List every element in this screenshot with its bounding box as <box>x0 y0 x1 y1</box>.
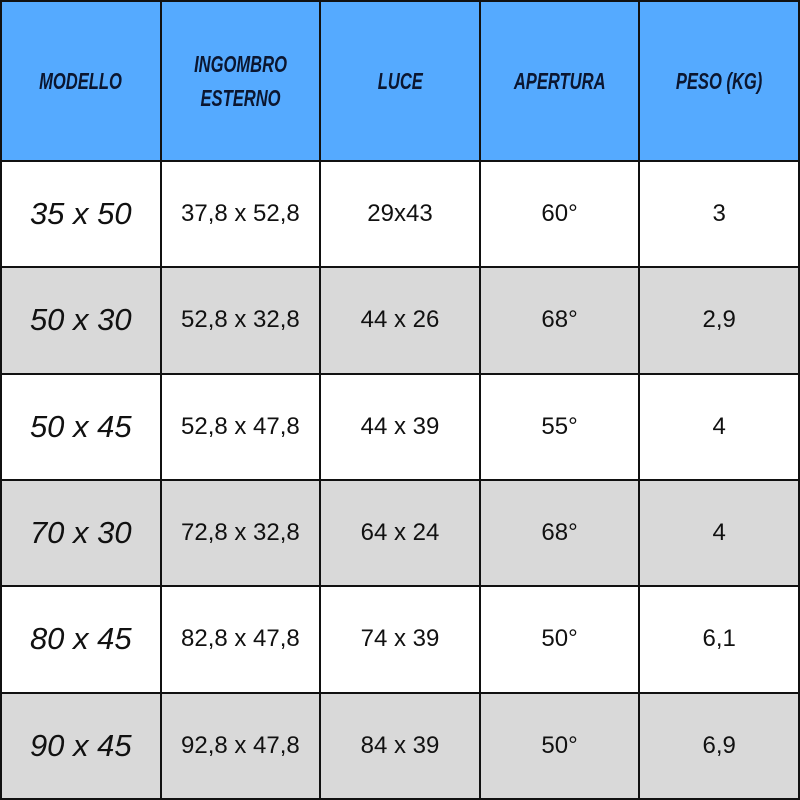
cell-luce: 29x43 <box>319 159 481 269</box>
cell-ingombro-esterno: 82,8 x 47,8 <box>159 585 322 694</box>
table-row: 70 x 30 72,8 x 32,8 64 x 24 68° 4 <box>0 478 800 588</box>
table-row: 80 x 45 82,8 x 47,8 74 x 39 50° 6,1 <box>0 585 800 694</box>
header-ingombro-esterno: INGOMBRO ESTERNO <box>159 0 322 162</box>
cell-luce: 44 x 26 <box>319 266 481 375</box>
cell-luce: 44 x 39 <box>319 372 481 481</box>
cell-luce: 74 x 39 <box>319 585 481 694</box>
header-label: PESO (KG) <box>675 68 763 94</box>
cell-modello: 80 x 45 <box>0 585 162 694</box>
cell-modello: 90 x 45 <box>0 691 162 800</box>
cell-peso: 6,9 <box>638 691 800 800</box>
header-luce: LUCE <box>319 0 481 162</box>
table-row: 35 x 50 37,8 x 52,8 29x43 60° 3 <box>0 159 800 269</box>
table-row: 50 x 45 52,8 x 47,8 44 x 39 55° 4 <box>0 372 800 481</box>
header-row: MODELLO INGOMBRO ESTERNO LUCE APERTURA PESO … <box>0 0 800 162</box>
cell-modello: 50 x 45 <box>0 372 162 481</box>
header-label: APERTURA <box>513 68 606 94</box>
cell-modello: 50 x 30 <box>0 266 162 375</box>
table-row: 50 x 30 52,8 x 32,8 44 x 26 68° 2,9 <box>0 266 800 375</box>
cell-peso: 4 <box>638 478 800 588</box>
cell-ingombro-esterno: 37,8 x 52,8 <box>159 159 322 269</box>
cell-luce: 64 x 24 <box>319 478 481 588</box>
cell-luce: 84 x 39 <box>319 691 481 800</box>
header-label: MODELLO <box>39 68 123 94</box>
cell-peso: 4 <box>638 372 800 481</box>
header-peso: PESO (KG) <box>638 0 800 162</box>
cell-apertura: 50° <box>478 585 641 694</box>
cell-ingombro-esterno: 52,8 x 47,8 <box>159 372 322 481</box>
cell-apertura: 60° <box>478 159 641 269</box>
header-apertura: APERTURA <box>478 0 641 162</box>
header-modello: MODELLO <box>0 0 162 162</box>
cell-peso: 6,1 <box>638 585 800 694</box>
header-label: LUCE <box>377 68 423 94</box>
cell-ingombro-esterno: 92,8 x 47,8 <box>159 691 322 800</box>
cell-ingombro-esterno: 72,8 x 32,8 <box>159 478 322 588</box>
cell-ingombro-esterno: 52,8 x 32,8 <box>159 266 322 375</box>
cell-apertura: 68° <box>478 266 641 375</box>
table-row: 90 x 45 92,8 x 47,8 84 x 39 50° 6,9 <box>0 691 800 800</box>
cell-apertura: 50° <box>478 691 641 800</box>
cell-peso: 3 <box>638 159 800 269</box>
cell-modello: 70 x 30 <box>0 478 162 588</box>
cell-modello: 35 x 50 <box>0 159 162 269</box>
header-label: INGOMBRO ESTERNO <box>193 51 287 111</box>
cell-apertura: 68° <box>478 478 641 588</box>
cell-peso: 2,9 <box>638 266 800 375</box>
cell-apertura: 55° <box>478 372 641 481</box>
